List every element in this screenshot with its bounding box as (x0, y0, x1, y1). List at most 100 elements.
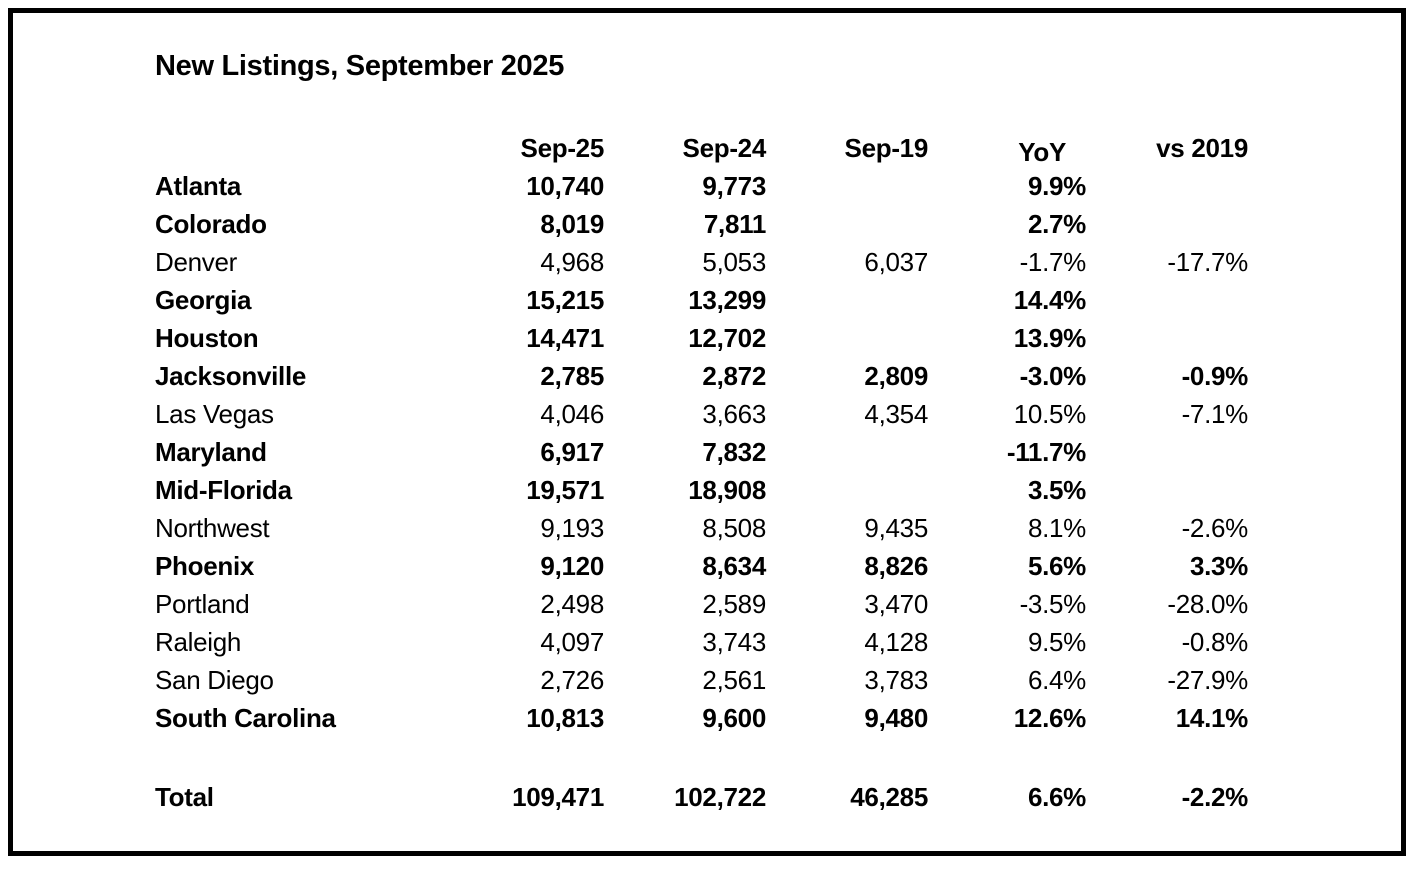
total-cell-sep19: 46,285 (850, 781, 928, 812)
cell-sep25: 4,097 (540, 626, 604, 657)
listings-table: Sep-25 Sep-24 Sep-19 YoY vs 2019 Atlanta… (155, 129, 1248, 816)
row-label: Northwest (155, 512, 270, 543)
cell-sep19 (766, 433, 928, 471)
row-label: Atlanta (155, 170, 242, 201)
cell-sep24: 9,600 (702, 702, 766, 733)
cell-sep24: 2,872 (702, 360, 766, 391)
table-row: Denver 4,968 5,053 6,037 -1.7% -17.7% (155, 243, 1248, 281)
cell-yoy: 5.6% (1027, 550, 1086, 581)
row-label: South Carolina (155, 702, 336, 733)
cell-sep24: 7,811 (703, 208, 766, 239)
cell-sep25: 2,498 (540, 588, 604, 619)
cell-yoy: -11.7% (1006, 436, 1086, 467)
table-row: Portland 2,498 2,589 3,470 -3.5% -28.0% (155, 585, 1248, 623)
cell-vs2019: 3.3% (1189, 550, 1248, 581)
cell-sep24: 8,634 (702, 550, 766, 581)
cell-vs2019 (1086, 319, 1248, 357)
cell-yoy: -3.0% (1019, 360, 1087, 391)
cell-vs2019: -7.1% (1181, 398, 1249, 429)
cell-yoy: 3.5% (1027, 474, 1086, 505)
cell-sep25: 9,193 (540, 512, 604, 543)
cell-sep25: 10,813 (526, 702, 604, 733)
cell-sep25: 4,968 (540, 246, 604, 277)
cell-sep25: 9,120 (540, 550, 604, 581)
cell-sep19 (766, 281, 928, 319)
table-row: Atlanta 10,740 9,773 9.9% (155, 167, 1248, 205)
cell-yoy: 10.5% (1013, 398, 1087, 429)
column-header-sep24: Sep-24 (682, 132, 767, 163)
row-label: Mid-Florida (155, 474, 292, 505)
table-row: Jacksonville 2,785 2,872 2,809 -3.0% -0.… (155, 357, 1248, 395)
row-label: San Diego (155, 664, 274, 695)
table-row: South Carolina 10,813 9,600 9,480 12.6% … (155, 699, 1248, 737)
cell-sep19: 4,128 (864, 626, 928, 657)
row-label: Jacksonville (155, 360, 307, 391)
cell-yoy: 12.6% (1013, 702, 1087, 733)
cell-sep19: 9,480 (864, 702, 928, 733)
row-label: Colorado (155, 208, 267, 239)
cell-sep25: 4,046 (540, 398, 604, 429)
cell-yoy: 2.7% (1027, 208, 1086, 239)
column-header-vs2019: vs 2019 (1156, 132, 1248, 163)
table-row: Maryland 6,917 7,832 -11.7% (155, 433, 1248, 471)
column-header-sep19: Sep-19 (844, 132, 929, 163)
cell-sep25: 6,917 (540, 436, 604, 467)
row-label: Phoenix (155, 550, 255, 581)
listings-table-body: Atlanta 10,740 9,773 9.9% Colorado 8,019… (155, 167, 1248, 816)
cell-sep24: 13,299 (688, 284, 766, 315)
cell-sep25: 14,471 (526, 322, 604, 353)
column-header-yoy: YoY (1018, 136, 1066, 167)
total-cell-sep25: 109,471 (512, 781, 604, 812)
total-cell-sep24: 102,722 (674, 781, 766, 812)
cell-vs2019 (1086, 167, 1248, 205)
cell-sep19 (766, 471, 928, 509)
cell-sep24: 5,053 (702, 246, 766, 277)
cell-sep24: 8,508 (702, 512, 766, 543)
cell-sep25: 2,726 (540, 664, 604, 695)
cell-vs2019 (1086, 433, 1248, 471)
row-label: Portland (155, 588, 250, 619)
cell-yoy: 9.9% (1027, 170, 1086, 201)
row-label: Houston (155, 322, 259, 353)
cell-sep19: 3,470 (864, 588, 928, 619)
cell-sep25: 8,019 (540, 208, 604, 239)
cell-sep24: 2,561 (702, 664, 766, 695)
cell-sep19 (766, 319, 928, 357)
table-row: Phoenix 9,120 8,634 8,826 5.6% 3.3% (155, 547, 1248, 585)
cell-sep24: 3,743 (702, 626, 766, 657)
cell-sep24: 7,832 (702, 436, 766, 467)
row-label: Georgia (155, 284, 252, 315)
cell-vs2019 (1086, 471, 1248, 509)
total-cell-vs2019: -2.2% (1181, 781, 1249, 812)
table-row: Raleigh 4,097 3,743 4,128 9.5% -0.8% (155, 623, 1248, 661)
cell-vs2019: -2.6% (1181, 512, 1249, 543)
cell-sep19: 2,809 (864, 360, 928, 391)
cell-yoy: -1.7% (1019, 246, 1087, 277)
table-row: Houston 14,471 12,702 13.9% (155, 319, 1248, 357)
cell-sep25: 10,740 (526, 170, 604, 201)
cell-sep24: 9,773 (702, 170, 766, 201)
spacer-row (155, 737, 1248, 778)
column-header-sep25: Sep-25 (520, 132, 605, 163)
cell-sep24: 2,589 (702, 588, 766, 619)
cell-yoy: 14.4% (1013, 284, 1087, 315)
table-row: Mid-Florida 19,571 18,908 3.5% (155, 471, 1248, 509)
table-row: Las Vegas 4,046 3,663 4,354 10.5% -7.1% (155, 395, 1248, 433)
cell-sep19: 4,354 (864, 398, 928, 429)
cell-sep24: 3,663 (702, 398, 766, 429)
total-row: Total 109,471 102,722 46,285 6.6% -2.2% (155, 778, 1248, 816)
total-label: Total (155, 781, 214, 812)
cell-sep19: 6,037 (864, 246, 928, 277)
column-header-region (155, 129, 450, 167)
cell-vs2019: -28.0% (1167, 588, 1248, 619)
cell-sep19 (766, 167, 928, 205)
cell-vs2019: -0.9% (1181, 360, 1249, 391)
cell-vs2019 (1086, 205, 1248, 243)
page-title: New Listings, September 2025 (155, 50, 565, 82)
cell-sep25: 19,571 (526, 474, 604, 505)
table-row: San Diego 2,726 2,561 3,783 6.4% -27.9% (155, 661, 1248, 699)
cell-vs2019 (1086, 281, 1248, 319)
total-cell-yoy: 6.6% (1027, 781, 1086, 812)
cell-vs2019: -17.7% (1167, 246, 1248, 277)
row-label: Denver (155, 246, 238, 277)
